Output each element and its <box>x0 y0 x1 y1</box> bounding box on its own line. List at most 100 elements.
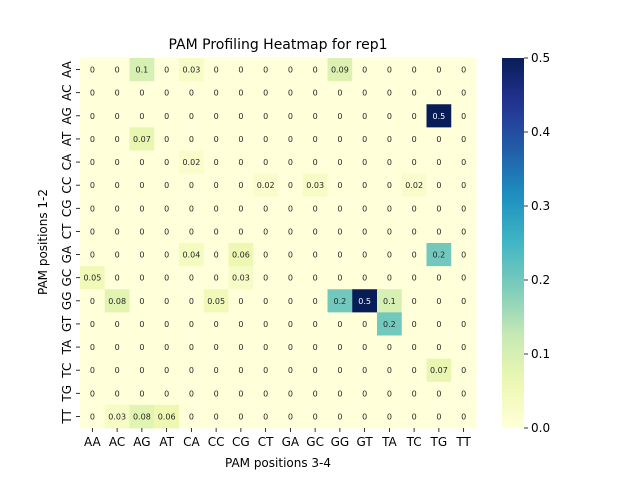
heatmap-cell <box>253 104 279 128</box>
heatmap-cell <box>327 381 353 406</box>
heatmap-cell <box>179 58 205 82</box>
heatmap-cell <box>451 266 477 290</box>
cell-value-label: 0 <box>436 135 441 144</box>
heatmap-cell <box>451 243 477 267</box>
heatmap-cell <box>352 335 378 360</box>
cell-value-label: 0 <box>387 389 392 398</box>
heatmap-cell <box>129 312 155 336</box>
heatmap-cell <box>302 335 328 360</box>
y-axis-label: PAM positions 1-2 <box>36 189 50 295</box>
cell-value-label: 0 <box>461 389 466 398</box>
cell-value-label: 0 <box>214 412 219 421</box>
cell-value-label: 0 <box>164 297 169 306</box>
heatmap-cell <box>104 150 130 175</box>
cell-value-label: 0 <box>189 204 194 213</box>
heatmap-cell <box>278 196 304 221</box>
cell-value-label: 0 <box>238 204 243 213</box>
cell-value-label: 0 <box>139 204 144 213</box>
x-tick-label: GA <box>282 435 300 449</box>
heatmap-cell <box>377 127 403 151</box>
heatmap-cell <box>327 196 353 221</box>
heatmap-cell <box>401 173 427 198</box>
heatmap-cell <box>129 196 155 221</box>
heatmap-cell <box>377 289 403 313</box>
heatmap-cell <box>426 312 452 336</box>
cell-value-label: 0 <box>164 181 169 190</box>
heatmap-cell <box>327 289 353 313</box>
heatmap-cell <box>278 58 304 82</box>
cell-value-label: 0 <box>164 204 169 213</box>
heatmap-cell <box>352 289 378 313</box>
colorbar <box>502 58 524 428</box>
cell-value-label: 0 <box>139 320 144 329</box>
chart-title: PAM Profiling Heatmap for rep1 <box>169 37 388 53</box>
heatmap-cell <box>352 127 378 151</box>
heatmap-cell <box>401 104 427 128</box>
heatmap-cell <box>203 243 229 267</box>
cell-value-label: 0 <box>115 204 120 213</box>
heatmap-cell <box>377 173 403 198</box>
heatmap-cell <box>179 266 205 290</box>
cell-value-label: 0 <box>362 135 367 144</box>
colorbar-tick-label: 0.2 <box>531 273 550 287</box>
cell-value-label: 0 <box>90 412 95 421</box>
cell-value-label: 0 <box>164 227 169 236</box>
heatmap-cell <box>203 335 229 360</box>
cell-value-label: 0 <box>288 181 293 190</box>
heatmap-cell <box>278 312 304 336</box>
cell-value-label: 0 <box>436 204 441 213</box>
heatmap-cell <box>377 266 403 290</box>
cell-value-label: 0 <box>362 251 367 260</box>
heatmap-cell <box>179 243 205 267</box>
heatmap-cell <box>451 127 477 151</box>
cell-value-label: 0 <box>115 112 120 121</box>
heatmap-cell <box>154 381 180 406</box>
heatmap-cell <box>426 335 452 360</box>
heatmap-cell <box>327 81 353 105</box>
cell-value-label: 0.2 <box>383 320 396 329</box>
cell-value-label: 0 <box>387 227 392 236</box>
cell-value-label: 0 <box>288 366 293 375</box>
heatmap-cell <box>352 219 378 244</box>
cell-value-label: 0.07 <box>133 135 151 144</box>
heatmap-cell <box>154 219 180 244</box>
cell-value-label: 0 <box>436 66 441 75</box>
cell-value-label: 0 <box>362 66 367 75</box>
cell-value-label: 0 <box>115 320 120 329</box>
heatmap-cell <box>426 150 452 175</box>
heatmap-cell <box>451 404 477 429</box>
x-axis-label: PAM positions 3-4 <box>225 456 331 470</box>
heatmap-cell <box>203 81 229 105</box>
cell-value-label: 0 <box>90 89 95 98</box>
heatmap-cell <box>426 81 452 105</box>
cell-value-label: 0 <box>90 135 95 144</box>
heatmap-cell <box>129 150 155 175</box>
cell-value-label: 0 <box>461 227 466 236</box>
heatmap-cell <box>80 127 106 151</box>
heatmap-cell <box>179 196 205 221</box>
heatmap-cell <box>154 150 180 175</box>
cell-value-label: 0 <box>214 251 219 260</box>
heatmap-cell <box>278 127 304 151</box>
cell-value-label: 0 <box>412 158 417 167</box>
heatmap-cell <box>302 196 328 221</box>
heatmap-cell <box>129 127 155 151</box>
heatmap-cell <box>302 289 328 313</box>
x-tick-label: TG <box>430 435 448 449</box>
heatmap-cell <box>129 358 155 383</box>
cell-value-label: 0 <box>263 366 268 375</box>
cell-value-label: 0 <box>238 366 243 375</box>
cell-value-label: 0 <box>214 274 219 283</box>
cell-value-label: 0 <box>115 181 120 190</box>
heatmap-cell <box>80 266 106 290</box>
heatmap-cell <box>80 381 106 406</box>
heatmap-cell <box>203 196 229 221</box>
heatmap-cell <box>203 404 229 429</box>
y-tick-label: CA <box>60 153 74 170</box>
heatmap-cell <box>253 312 279 336</box>
heatmap-cell <box>377 58 403 82</box>
cell-value-label: 0 <box>362 366 367 375</box>
cell-value-label: 0 <box>337 412 342 421</box>
cell-value-label: 0 <box>139 181 144 190</box>
cell-value-label: 0 <box>90 204 95 213</box>
